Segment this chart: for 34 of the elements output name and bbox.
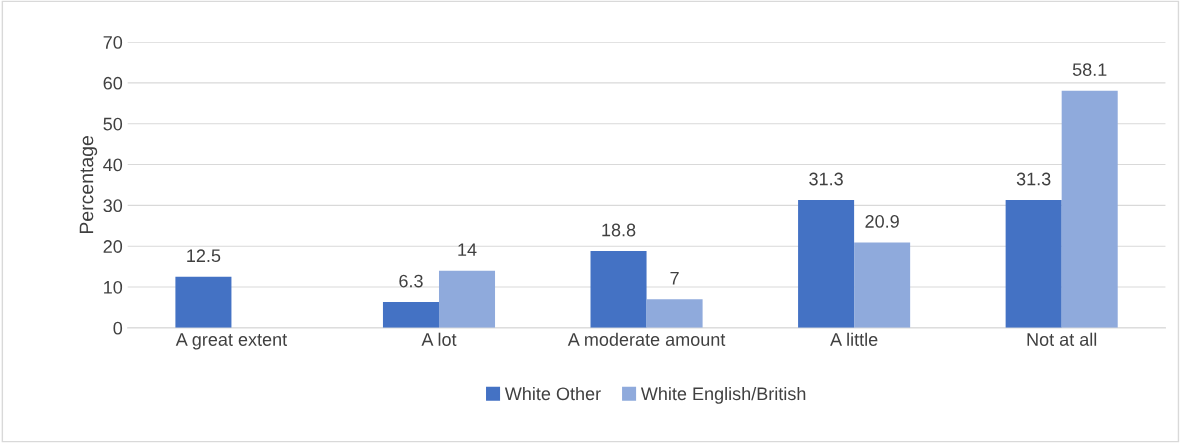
data-label: 6.3 [399,274,423,288]
y-axis-title: Percentage [79,136,98,234]
legend-label: White English/British [640,386,806,404]
legend-label: White Other [504,386,601,401]
x-tick-label: Not at all [1027,332,1097,346]
x-tick-label: A great extent [175,333,288,350]
y-tick-label: 60 [103,76,123,90]
bar [1005,200,1062,328]
data-label: 12.5 [187,249,221,263]
x-tick-label: A moderate amount [567,332,726,346]
y-tick-label: 10 [104,280,123,294]
bar [798,200,855,328]
y-tick-label: 40 [103,158,123,172]
data-label: 18.8 [602,223,636,237]
data-label: 14 [458,243,477,256]
y-tick-label: 20 [103,240,123,253]
data-label: 58.1 [1072,63,1107,76]
data-label: 31.3 [809,172,843,186]
y-tick-label: 50 [103,117,123,131]
x-tick-label: A little [830,332,878,346]
x-tick-label: A lot [421,332,457,346]
bar [854,242,911,328]
data-label: 31.3 [1016,172,1051,186]
y-tick-label: 30 [103,199,123,213]
y-tick-label: 70 [103,36,123,49]
bar [590,251,647,328]
bar [175,276,232,328]
data-label: 20.9 [865,215,899,228]
data-label: 7 [670,271,679,285]
bar [438,270,496,328]
bar [1061,90,1118,328]
bar [382,302,439,328]
y-tick-label: 0 [113,321,123,335]
bar [646,299,703,328]
